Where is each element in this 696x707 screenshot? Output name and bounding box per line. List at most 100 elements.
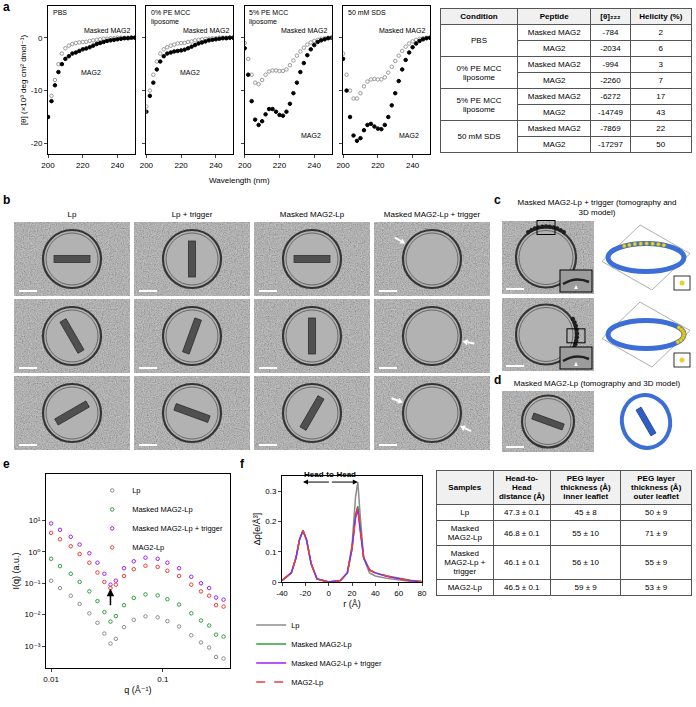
svg-text:Masked MAG2-Lp (tomography and: Masked MAG2-Lp (tomography and 3D model) bbox=[514, 379, 681, 388]
html-text:MAG2: MAG2 bbox=[542, 44, 566, 53]
html-text:Peptide: Peptide bbox=[539, 12, 569, 21]
svg-text:50 mM SDS: 50 mM SDS bbox=[348, 9, 386, 16]
svg-text:Wavelength (nm): Wavelength (nm) bbox=[209, 176, 270, 185]
svg-text:Masked MAG2-Lp + trigger: Masked MAG2-Lp + trigger bbox=[132, 524, 223, 533]
svg-text:240: 240 bbox=[209, 161, 223, 170]
html-text:Masked MAG2-Lp + trigger: Masked MAG2-Lp + trigger bbox=[444, 549, 486, 576]
html-text:17: 17 bbox=[656, 92, 666, 101]
svg-text:MAG2-Lp: MAG2-Lp bbox=[132, 543, 164, 552]
html-text:71 ± 9: 71 ± 9 bbox=[645, 528, 668, 538]
svg-text:10¹: 10¹ bbox=[29, 516, 41, 525]
svg-text:220: 220 bbox=[76, 161, 90, 170]
svg-text:80: 80 bbox=[418, 589, 427, 598]
html-text:MAG2: MAG2 bbox=[542, 108, 566, 117]
html-text:PBS: PBS bbox=[471, 36, 487, 45]
svg-text:Masked MAG2-Lp + trigger: Masked MAG2-Lp + trigger bbox=[384, 210, 481, 219]
svg-text:Masked MAG2-Lp + trigger: Masked MAG2-Lp + trigger bbox=[291, 659, 382, 668]
svg-text:Masked MAG2-Lp: Masked MAG2-Lp bbox=[280, 210, 345, 219]
svg-text:0.1: 0.1 bbox=[157, 675, 169, 684]
svg-text:MAG2-Lp: MAG2-Lp bbox=[291, 678, 323, 687]
svg-text:5% PE MCCliposome: 5% PE MCCliposome bbox=[249, 9, 288, 26]
svg-text:0.2: 0.2 bbox=[265, 517, 277, 526]
svg-text:200: 200 bbox=[41, 161, 55, 170]
svg-text:20: 20 bbox=[348, 589, 357, 598]
svg-text:0: 0 bbox=[38, 34, 43, 43]
svg-text:MAG2: MAG2 bbox=[301, 132, 321, 139]
svg-text:-20: -20 bbox=[31, 139, 43, 148]
svg-text:Masked MAG2-Lp + trigger (tomo: Masked MAG2-Lp + trigger (tomography and bbox=[518, 198, 677, 207]
html-text:PEG layer thickness (Å) outer: PEG layer thickness (Å) outer leaflet bbox=[631, 474, 682, 501]
html-text:5% PE MCC liposome: 5% PE MCC liposome bbox=[456, 95, 502, 114]
svg-text:Masked MAG2: Masked MAG2 bbox=[281, 27, 327, 34]
svg-text:0: 0 bbox=[326, 589, 331, 598]
svg-text:Head-to-Head: Head-to-Head bbox=[304, 470, 356, 479]
svg-text:240: 240 bbox=[308, 161, 322, 170]
svg-text:MAG2: MAG2 bbox=[180, 69, 200, 76]
html-text:50 mM SDS: 50 mM SDS bbox=[457, 132, 501, 141]
svg-text:-20: -20 bbox=[300, 589, 312, 598]
html-text:-14749: -14749 bbox=[598, 108, 623, 117]
svg-text:200: 200 bbox=[238, 161, 252, 170]
html-text:MAG2: MAG2 bbox=[542, 76, 566, 85]
svg-text:220: 220 bbox=[371, 161, 385, 170]
svg-text:3D model): 3D model) bbox=[579, 208, 616, 217]
svg-text:Masked MAG2: Masked MAG2 bbox=[183, 27, 229, 34]
html-text:[θ]₂₂₂: [θ]₂₂₂ bbox=[600, 12, 621, 21]
svg-text:-40: -40 bbox=[276, 589, 288, 598]
html-text:Masked MAG2: Masked MAG2 bbox=[527, 92, 581, 101]
html-text:Masked MAG2-Lp: Masked MAG2-Lp bbox=[447, 524, 482, 542]
html-text:-6272: -6272 bbox=[600, 92, 621, 101]
html-text:46.8 ± 0.1: 46.8 ± 0.1 bbox=[504, 528, 540, 538]
svg-text:[θ] (×10³ deg cm² dmol⁻¹): [θ] (×10³ deg cm² dmol⁻¹) bbox=[19, 35, 28, 126]
html-text:Condition: Condition bbox=[460, 12, 498, 21]
svg-text:0.3: 0.3 bbox=[265, 487, 277, 496]
svg-text:r (Å): r (Å) bbox=[343, 599, 361, 609]
html-text:Masked MAG2: Masked MAG2 bbox=[527, 28, 581, 37]
html-text:Helicity (%): Helicity (%) bbox=[639, 12, 683, 21]
html-text:-2034: -2034 bbox=[600, 44, 621, 53]
svg-text:240: 240 bbox=[111, 161, 125, 170]
svg-text:Masked MAG2: Masked MAG2 bbox=[84, 27, 130, 34]
svg-text:0.01: 0.01 bbox=[43, 675, 59, 684]
svg-text:60: 60 bbox=[394, 589, 403, 598]
svg-text:Lp: Lp bbox=[132, 486, 140, 495]
html-text:Masked MAG2: Masked MAG2 bbox=[527, 60, 581, 69]
html-text:55 ± 10: 55 ± 10 bbox=[572, 528, 599, 538]
svg-text:0% PE MCCliposome: 0% PE MCCliposome bbox=[151, 9, 190, 26]
html-text:Masked MAG2: Masked MAG2 bbox=[527, 124, 581, 133]
svg-text:Masked MAG2-Lp: Masked MAG2-Lp bbox=[291, 640, 351, 649]
html-text:Head-to-Head distance (Å): Head-to-Head distance (Å) bbox=[498, 474, 545, 501]
svg-text:MAG2: MAG2 bbox=[399, 132, 419, 139]
svg-text:q (Å⁻¹): q (Å⁻¹) bbox=[124, 685, 151, 695]
svg-text:PBS: PBS bbox=[53, 9, 67, 16]
svg-text:10⁰: 10⁰ bbox=[28, 548, 40, 557]
svg-text:0: 0 bbox=[272, 578, 277, 587]
svg-text:10⁻³: 10⁻³ bbox=[25, 642, 41, 651]
html-text:-2260: -2260 bbox=[600, 76, 621, 85]
svg-text:10⁻²: 10⁻² bbox=[25, 610, 41, 619]
html-text:43: 43 bbox=[656, 108, 666, 117]
html-text:-7869: -7869 bbox=[600, 124, 621, 133]
svg-text:10⁻¹: 10⁻¹ bbox=[25, 579, 41, 588]
svg-text:40: 40 bbox=[371, 589, 380, 598]
html-text:22: 22 bbox=[656, 124, 666, 133]
svg-text:Δρ[e/Å³]: Δρ[e/Å³] bbox=[252, 513, 262, 546]
svg-text:Lp: Lp bbox=[291, 621, 299, 630]
svg-text:Masked MAG2: Masked MAG2 bbox=[379, 27, 425, 34]
html-text:-994: -994 bbox=[602, 60, 619, 69]
html-text:0% PE MCC liposome: 0% PE MCC liposome bbox=[456, 63, 502, 82]
svg-text:Lp: Lp bbox=[68, 210, 77, 219]
svg-text:I(q) (a.u.): I(q) (a.u.) bbox=[11, 552, 21, 589]
svg-text:220: 220 bbox=[273, 161, 287, 170]
svg-text:240: 240 bbox=[406, 161, 420, 170]
svg-text:220: 220 bbox=[174, 161, 188, 170]
svg-text:Masked MAG2-Lp: Masked MAG2-Lp bbox=[132, 505, 192, 514]
svg-text:-10: -10 bbox=[31, 86, 43, 95]
svg-text:200: 200 bbox=[336, 161, 350, 170]
svg-text:Lp + trigger: Lp + trigger bbox=[172, 210, 213, 219]
svg-text:200: 200 bbox=[140, 161, 154, 170]
svg-text:0.1: 0.1 bbox=[265, 548, 277, 557]
html-text:-784: -784 bbox=[602, 28, 619, 37]
html-text:PEG layer thickness (Å) inner: PEG layer thickness (Å) inner leaflet bbox=[560, 474, 611, 501]
svg-text:MAG2: MAG2 bbox=[81, 69, 101, 76]
